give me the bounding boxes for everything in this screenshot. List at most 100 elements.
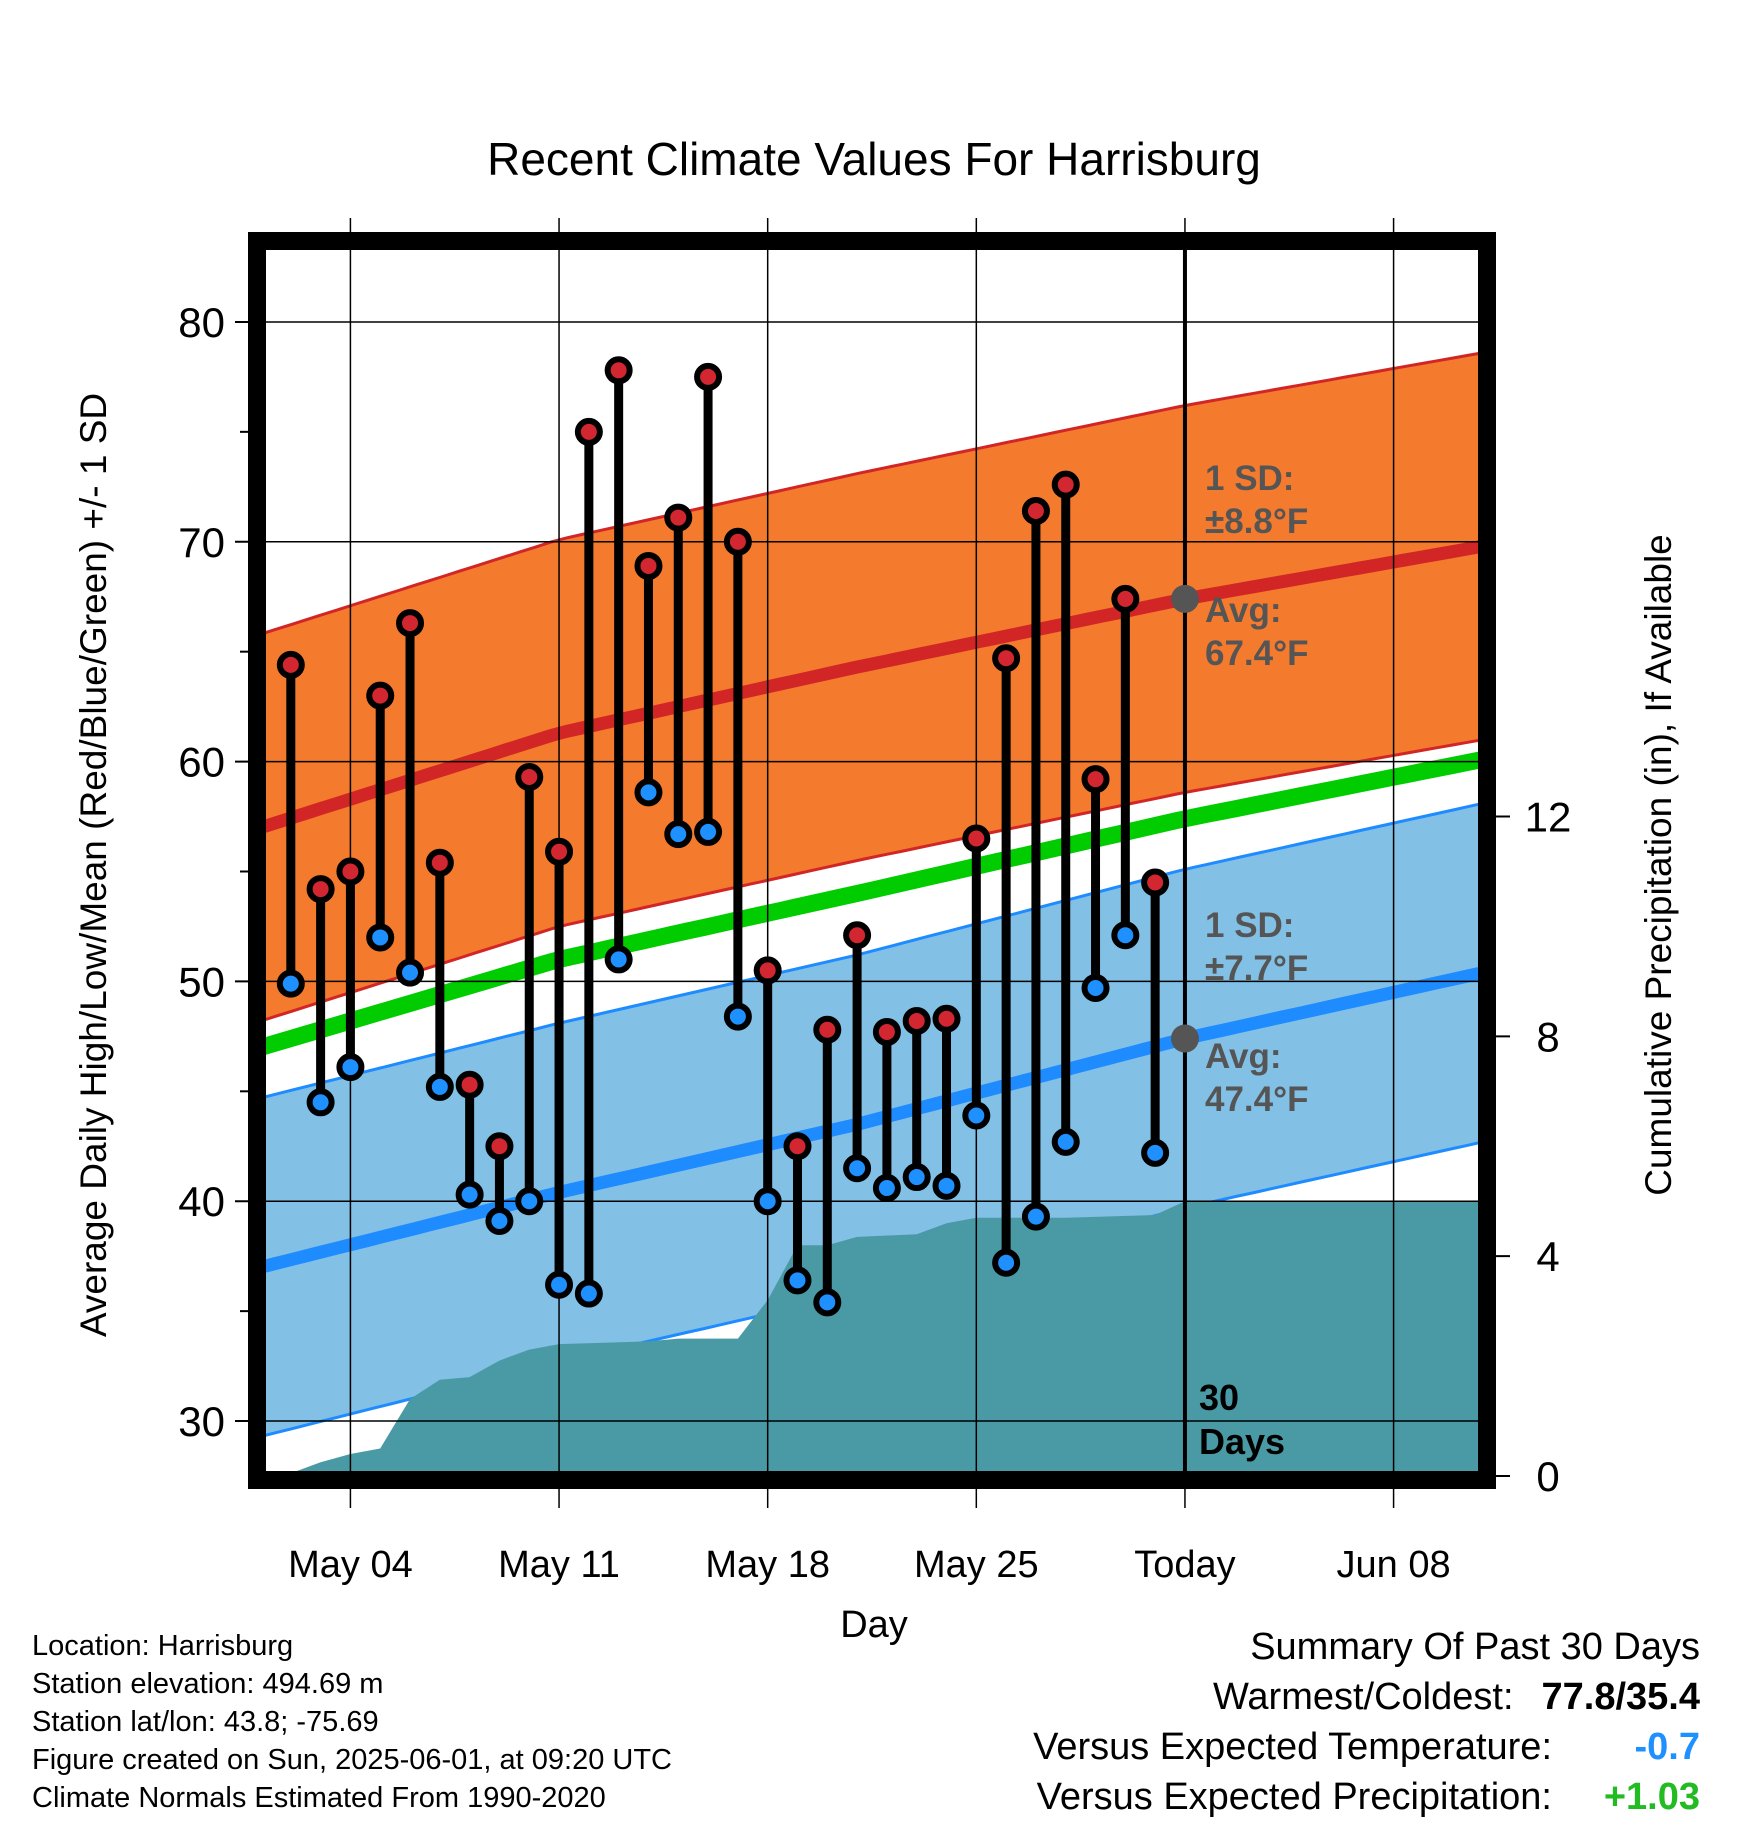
summary-title: Summary Of Past 30 Days: [1250, 1626, 1700, 1668]
high-band-upper-edge: [261, 351, 1483, 636]
daily-low-point: [723, 1002, 752, 1031]
high-avg-value: 67.4°F: [1205, 634, 1309, 673]
elevation-text: Station elevation: 494.69 m: [32, 1668, 384, 1700]
plot-frame: [248, 232, 1496, 1489]
latlon-text: Station lat/lon: 43.8; -75.69: [32, 1706, 379, 1738]
daily-low-point: [276, 969, 305, 998]
precip-area: [261, 1201, 1483, 1476]
daily-low-point: [992, 1248, 1021, 1277]
normals-text: Climate Normals Estimated From 1990-2020: [32, 1782, 606, 1814]
y-tick-label: 40: [178, 1178, 225, 1225]
x-tick-label: Today: [1134, 1544, 1235, 1586]
high-band-lower-edge: [261, 738, 1483, 1023]
daily-high-point: [574, 417, 603, 446]
y2-tick-label: 8: [1536, 1013, 1559, 1060]
x-tick-label: May 04: [288, 1544, 413, 1586]
created-text: Figure created on Sun, 2025-06-01, at 09…: [32, 1744, 672, 1776]
summary-panel: Summary Of Past 30 Days Warmest/Coldest:…: [1033, 1622, 1700, 1822]
station-info: Location: Harrisburg Station elevation: …: [32, 1627, 672, 1817]
warmest-label: Warmest/Coldest:: [1212, 1676, 1514, 1718]
temp-label: Versus Expected Temperature:: [1033, 1726, 1552, 1768]
daily-low-point: [634, 778, 663, 807]
daily-low-point: [306, 1088, 335, 1117]
daily-low-point: [545, 1270, 574, 1299]
daily-high-point: [992, 644, 1021, 673]
daily-low-point: [604, 945, 633, 974]
daily-high-point: [723, 527, 752, 556]
daily-high-point: [455, 1070, 484, 1099]
daily-high-point: [1141, 868, 1170, 897]
precip-value: +1.03: [1603, 1776, 1700, 1818]
daily-low-point: [425, 1072, 454, 1101]
daily-low-point: [396, 958, 425, 987]
daily-low-point: [515, 1187, 544, 1216]
temp-value: -0.7: [1634, 1726, 1700, 1768]
daily-low-point: [1111, 921, 1140, 950]
daily-high-point: [515, 762, 544, 791]
daily-high-point: [1051, 470, 1080, 499]
summary-warmest-row: Warmest/Coldest: 77.8/35.4: [1033, 1672, 1700, 1722]
daily-low-point: [1141, 1138, 1170, 1167]
chart-title: Recent Climate Values For Harrisburg: [487, 133, 1261, 185]
daily-high-point: [604, 356, 633, 385]
daily-low-point: [843, 1154, 872, 1183]
daily-high-point: [306, 875, 335, 904]
daily-high-point: [872, 1017, 901, 1046]
daily-low-point: [932, 1171, 961, 1200]
days-count-label: 30: [1199, 1377, 1239, 1418]
daily-high-point: [276, 650, 305, 679]
low-avg-today-marker: [1170, 1024, 1199, 1053]
daily-low-point: [574, 1279, 603, 1308]
y-tick-label: 30: [178, 1398, 225, 1445]
precip-label: Versus Expected Precipitation:: [1036, 1776, 1552, 1818]
daily-low-point: [753, 1187, 782, 1216]
daily-high-point: [843, 921, 872, 950]
daily-high-point: [1111, 584, 1140, 613]
daily-high-point: [1081, 765, 1110, 794]
daily-low-point: [455, 1180, 484, 1209]
daily-low-point: [962, 1101, 991, 1130]
daily-low-point: [694, 817, 723, 846]
low-avg-value: 47.4°F: [1205, 1080, 1309, 1119]
daily-low-point: [336, 1053, 365, 1082]
low-sd-label: 1 SD:: [1205, 906, 1294, 945]
plot-area: 1 SD: ±8.8°F Avg: 67.4°F 1 SD: ±7.7°F Avg: 47.4…: [178, 218, 1571, 1586]
y-axis-label: Average Daily High/Low/Mean (Red/Blue/Gr…: [73, 393, 114, 1337]
daily-high-point: [962, 824, 991, 853]
x-tick-label: May 11: [498, 1544, 620, 1586]
daily-high-point: [336, 857, 365, 886]
y-tick-label: 70: [178, 519, 225, 566]
y-tick-label: 80: [178, 299, 225, 346]
daily-high-point: [932, 1004, 961, 1033]
low-avg-line: [261, 966, 1483, 1274]
daily-low-point: [902, 1163, 931, 1192]
daily-high-point: [425, 848, 454, 877]
y2-tick-label: 0: [1536, 1453, 1559, 1500]
daily-low-point: [783, 1266, 812, 1295]
daily-high-point: [485, 1132, 514, 1161]
daily-high-point: [783, 1132, 812, 1161]
low-band-upper-edge: [261, 801, 1483, 1100]
days-word-label: Days: [1199, 1421, 1285, 1462]
low-sd-value: ±7.7°F: [1205, 949, 1308, 988]
y2-tick-label: 4: [1536, 1233, 1559, 1280]
summary-temp-row: Versus Expected Temperature: -0.7: [1033, 1722, 1700, 1772]
daily-high-point: [753, 956, 782, 985]
y2-axis-label: Cumulative Precipitation (in), If Availa…: [1638, 534, 1679, 1196]
x-axis-label: Day: [840, 1604, 908, 1646]
mean-avg-line: [261, 751, 1483, 1056]
daily-low-point: [1051, 1127, 1080, 1156]
daily-high-point: [396, 609, 425, 638]
high-sd-value: ±8.8°F: [1205, 502, 1308, 541]
daily-low-point: [664, 820, 693, 849]
daily-low-point: [366, 923, 395, 952]
y2-tick-label: 12: [1525, 794, 1572, 841]
daily-high-point: [1021, 496, 1050, 525]
daily-high-point: [694, 362, 723, 391]
warmest-value: 77.8/35.4: [1541, 1676, 1700, 1718]
daily-low-point: [813, 1288, 842, 1317]
daily-low-point: [1081, 973, 1110, 1002]
high-avg-today-marker: [1170, 584, 1199, 613]
x-tick-label: May 25: [914, 1544, 1039, 1586]
